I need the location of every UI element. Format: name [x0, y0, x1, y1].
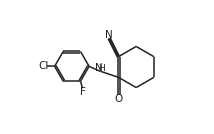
Text: N: N: [105, 30, 113, 40]
Text: F: F: [80, 87, 86, 97]
Text: N: N: [95, 63, 102, 73]
Text: H: H: [98, 64, 105, 73]
Text: O: O: [114, 94, 122, 104]
Text: Cl: Cl: [39, 61, 49, 71]
